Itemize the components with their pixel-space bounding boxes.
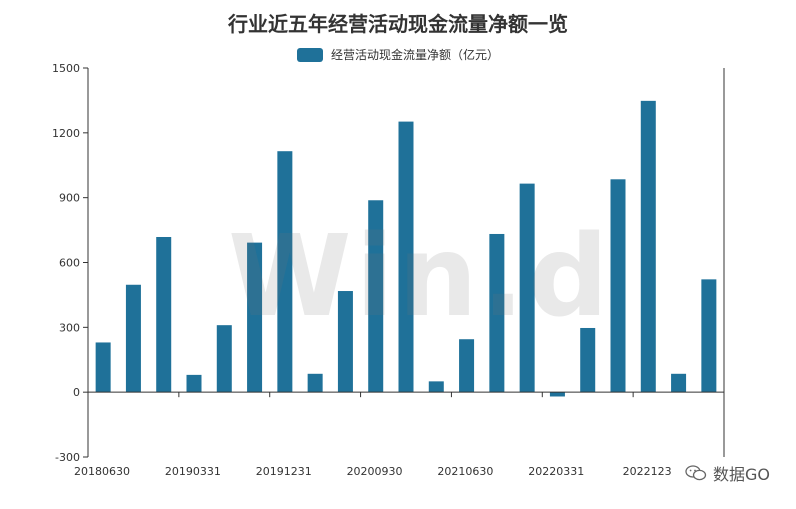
bar-20200630: [337, 291, 353, 393]
y-tick-label: 300: [59, 321, 80, 334]
bar-20181231: [156, 236, 172, 393]
bar-20220331: [549, 392, 565, 397]
bar-20210930: [489, 233, 505, 393]
bar-20221231: [640, 100, 656, 393]
bar-20180930: [125, 284, 141, 393]
bar-20190630: [216, 325, 232, 393]
wechat-icon: [685, 465, 707, 481]
bar-20191231: [277, 151, 293, 393]
bar-20230630: [701, 279, 717, 393]
x-tick-label: 20191231: [256, 465, 312, 478]
x-tick-label: 20220331: [528, 465, 584, 478]
legend-swatch: [296, 47, 323, 62]
x-tick-label: 20210630: [437, 465, 493, 478]
x-tick-label: 20200930: [347, 465, 403, 478]
bar-20190331: [186, 374, 202, 393]
brand-name: 数据GO: [713, 465, 770, 484]
y-tick-label: 600: [59, 257, 80, 270]
bar-20220930: [610, 179, 626, 393]
bar-20190930: [247, 242, 263, 393]
bar-20220630: [580, 327, 596, 393]
watermark: Win.d: [228, 212, 613, 342]
legend[interactable]: 经营活动现金流量净额（亿元）: [0, 46, 796, 63]
brand-badge: 数据GO: [685, 461, 770, 485]
bar-20210331: [428, 381, 444, 393]
x-tick-label: 20180630: [74, 465, 130, 478]
bar-20201231: [398, 121, 414, 393]
bar-20230331: [671, 373, 687, 393]
x-tick-label: 2022123: [623, 465, 672, 478]
bar-20211231: [519, 183, 535, 393]
y-tick-label: 900: [59, 192, 80, 205]
legend-label: 经营活动现金流量净额（亿元）: [330, 48, 499, 62]
y-tick-label: 1500: [52, 62, 80, 75]
y-tick-label: 0: [73, 386, 80, 399]
x-tick-label: 20190331: [165, 465, 221, 478]
bar-20180630: [95, 342, 111, 393]
chart-title: 行业近五年经营活动现金流量净额一览: [228, 12, 568, 36]
bar-20200331: [307, 373, 323, 393]
y-tick-label: 1200: [52, 127, 80, 140]
y-tick-label: -300: [55, 451, 80, 464]
bar-20210630: [459, 339, 475, 393]
bar-20200930: [368, 200, 384, 393]
